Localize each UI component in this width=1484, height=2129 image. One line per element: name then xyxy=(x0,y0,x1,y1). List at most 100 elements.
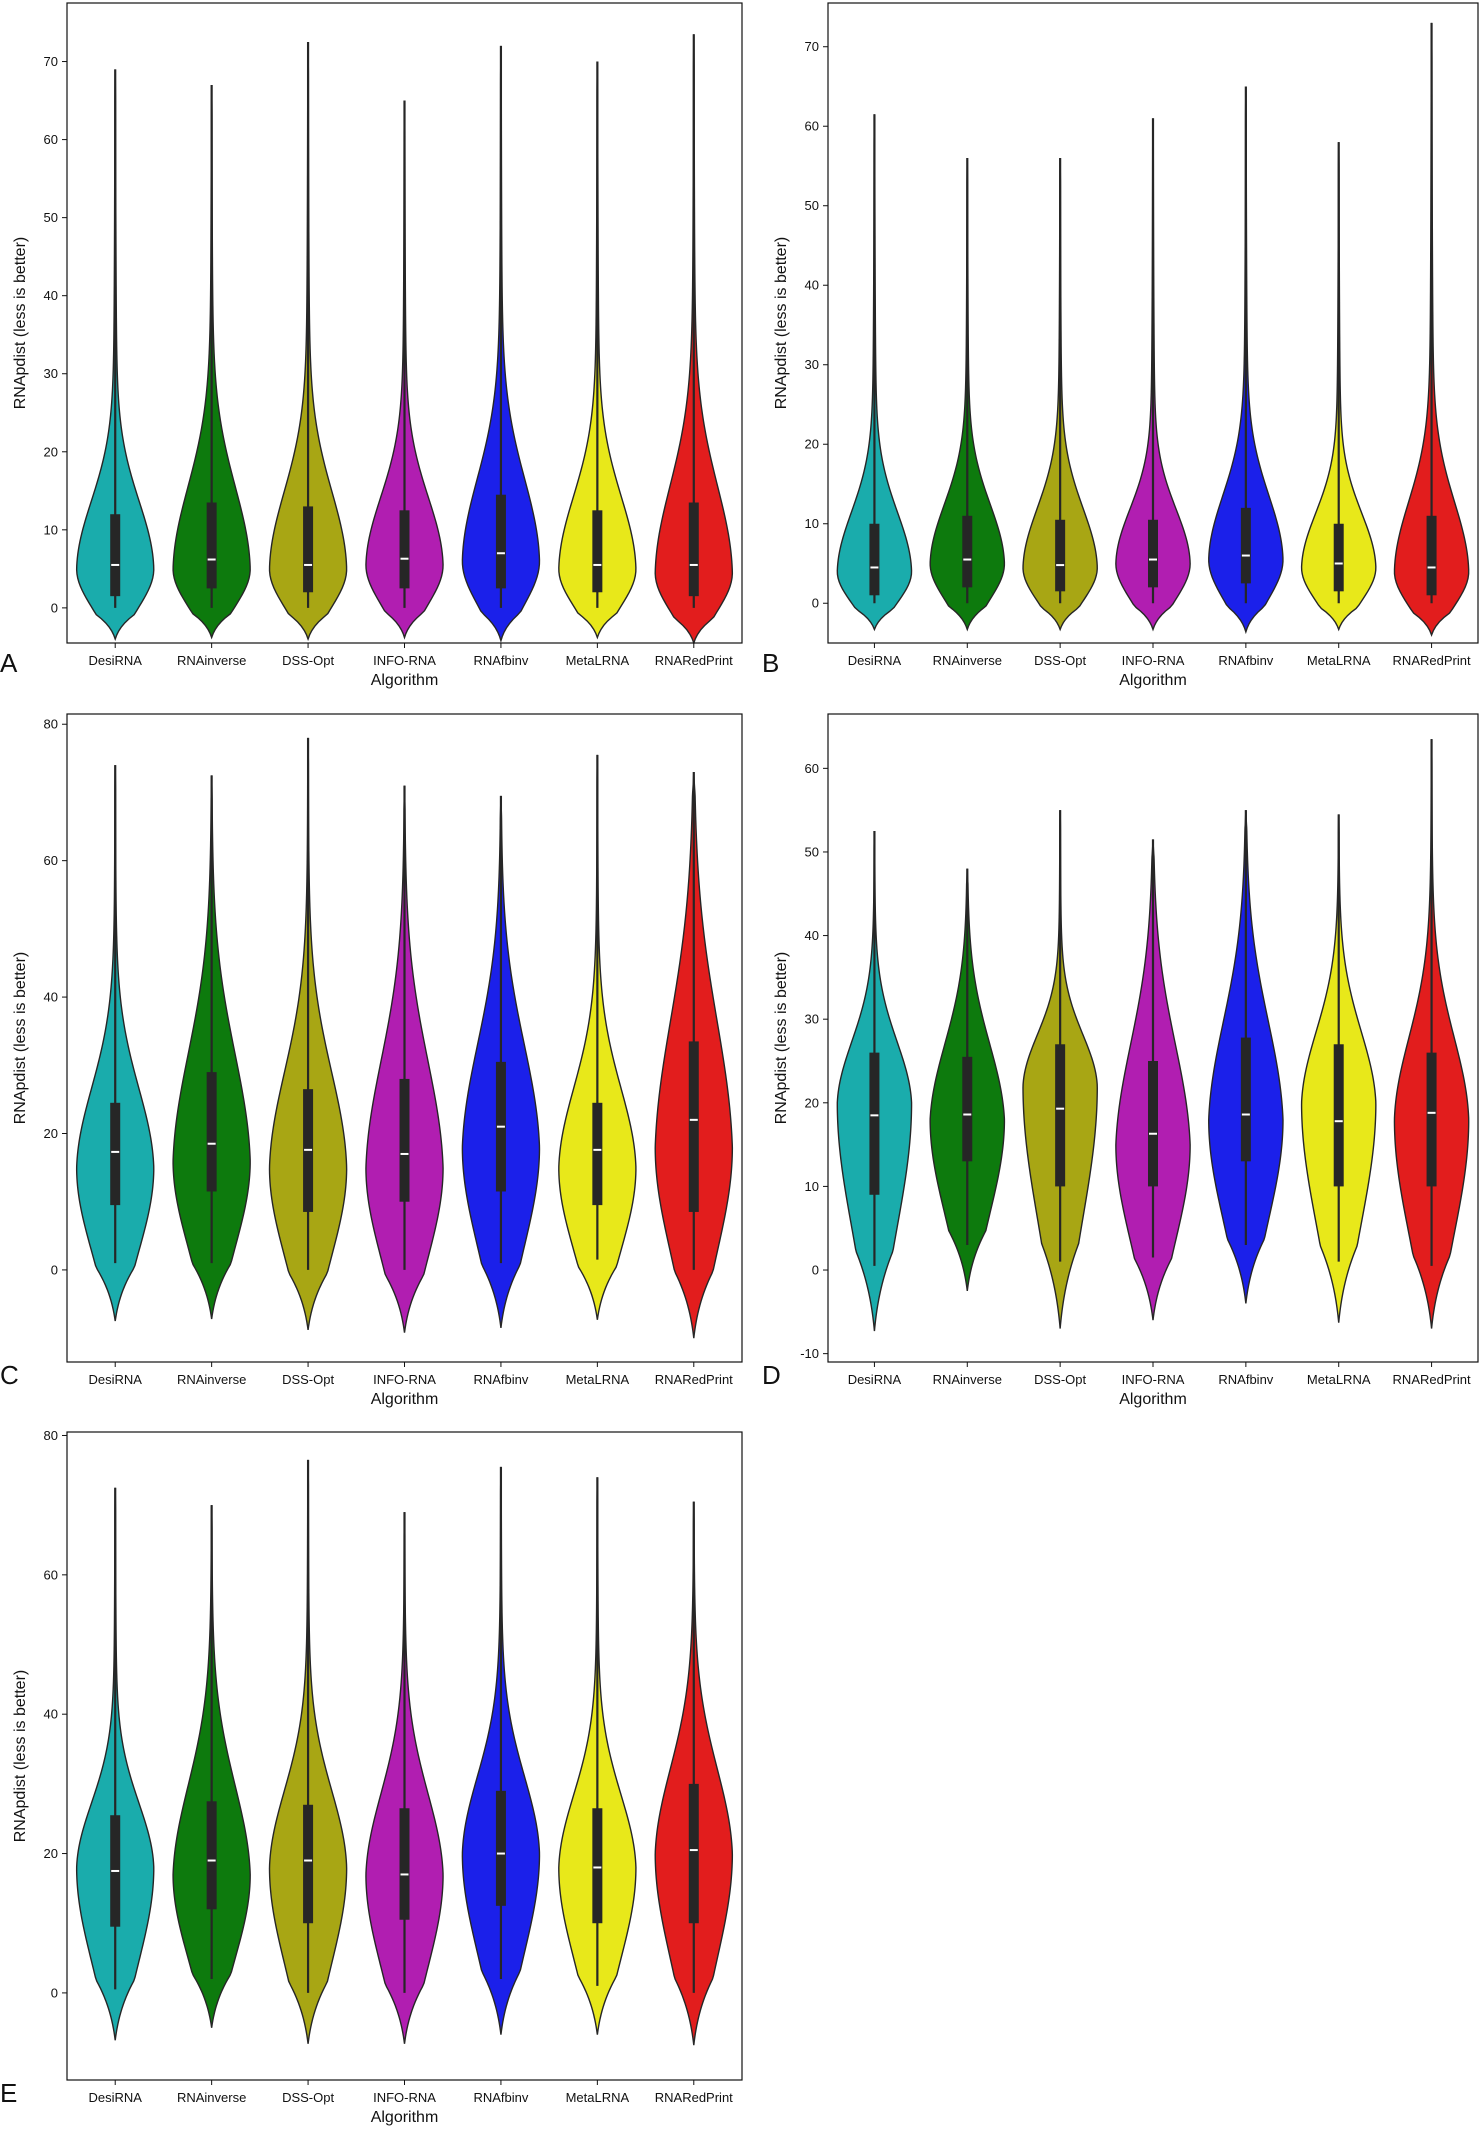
y-tick-label: 20 xyxy=(44,444,58,459)
x-tick-label: RNAfbinv xyxy=(473,1372,528,1387)
x-tick-label: DesiRNA xyxy=(848,1372,902,1387)
x-tick-label: INFO-RNA xyxy=(1122,1372,1185,1387)
x-tick-label: RNAinverse xyxy=(177,2090,246,2105)
y-tick-label: 50 xyxy=(44,210,58,225)
iqr-box-desirna xyxy=(869,1052,880,1195)
iqr-box-info-rna xyxy=(399,510,410,589)
y-tick-label: 70 xyxy=(44,54,58,69)
iqr-box-dss-opt xyxy=(1055,1044,1066,1187)
y-tick-label: 20 xyxy=(805,1095,819,1110)
y-axis-title: RNApdist (less is better) xyxy=(12,237,29,410)
y-tick-label: 60 xyxy=(805,761,819,776)
y-tick-label: 50 xyxy=(805,198,819,213)
x-tick-label: DesiRNA xyxy=(88,2090,142,2105)
y-tick-label: 40 xyxy=(805,278,819,293)
iqr-box-metalrna xyxy=(592,1102,603,1206)
panel-label: D xyxy=(762,1360,781,1390)
iqr-box-rnaredprint xyxy=(1426,1052,1437,1187)
y-tick-label: 30 xyxy=(805,1012,819,1027)
x-tick-label: DSS-Opt xyxy=(282,1372,334,1387)
x-tick-label: DSS-Opt xyxy=(1034,653,1086,668)
iqr-box-metalrna xyxy=(592,510,603,593)
x-axis-title: Algorithm xyxy=(371,2109,439,2126)
y-tick-label: 20 xyxy=(44,1846,58,1861)
x-axis-title: Algorithm xyxy=(1119,1391,1187,1408)
y-tick-label: -10 xyxy=(800,1346,819,1361)
y-tick-label: 60 xyxy=(805,119,819,134)
x-tick-label: MetaLRNA xyxy=(566,653,630,668)
y-tick-label: 60 xyxy=(44,132,58,147)
y-tick-label: 60 xyxy=(44,853,58,868)
x-tick-label: RNAfbinv xyxy=(473,653,528,668)
y-tick-label: 70 xyxy=(805,39,819,54)
iqr-box-info-rna xyxy=(399,1808,410,1920)
y-tick-label: 0 xyxy=(812,1263,819,1278)
x-tick-label: DesiRNA xyxy=(848,653,902,668)
iqr-box-rnafbinv xyxy=(495,1790,506,1906)
x-tick-label: INFO-RNA xyxy=(373,2090,436,2105)
x-axis-title: Algorithm xyxy=(371,1391,439,1408)
y-tick-label: 60 xyxy=(44,1567,58,1582)
iqr-box-desirna xyxy=(869,523,880,596)
x-tick-label: MetaLRNA xyxy=(1307,653,1371,668)
x-tick-label: DSS-Opt xyxy=(1034,1372,1086,1387)
iqr-box-metalrna xyxy=(592,1808,603,1924)
x-tick-label: INFO-RNA xyxy=(373,653,436,668)
x-tick-label: INFO-RNA xyxy=(1122,653,1185,668)
x-tick-label: RNARedPrint xyxy=(1393,1372,1471,1387)
iqr-box-rnainverse xyxy=(206,502,217,589)
y-tick-label: 40 xyxy=(805,928,819,943)
y-tick-label: 80 xyxy=(44,717,58,732)
x-tick-label: RNAinverse xyxy=(177,1372,246,1387)
y-axis-title: RNApdist (less is better) xyxy=(773,237,790,410)
iqr-box-metalrna xyxy=(1333,1044,1344,1187)
iqr-box-info-rna xyxy=(399,1078,410,1202)
x-tick-label: RNARedPrint xyxy=(655,1372,733,1387)
x-axis-title: Algorithm xyxy=(1119,672,1187,689)
y-tick-label: 80 xyxy=(44,1428,58,1443)
y-tick-label: 40 xyxy=(44,1707,58,1722)
y-axis-title: RNApdist (less is better) xyxy=(12,1670,29,1843)
panel-D: -10 0 10 20 30 40 50 60 DesiRNA RNAinverse DSS-Opt… xyxy=(762,713,1479,1408)
x-tick-label: RNAinverse xyxy=(177,653,246,668)
iqr-box-desirna xyxy=(110,1102,121,1206)
y-tick-label: 10 xyxy=(805,1179,819,1194)
y-tick-label: 20 xyxy=(805,437,819,452)
x-axis-title: Algorithm xyxy=(371,672,439,689)
iqr-box-rnainverse xyxy=(962,1056,973,1162)
panel-label: B xyxy=(762,648,779,678)
iqr-box-rnafbinv xyxy=(1240,507,1251,584)
x-tick-label: DesiRNA xyxy=(88,1372,142,1387)
iqr-box-rnainverse xyxy=(206,1072,217,1192)
x-tick-label: MetaLRNA xyxy=(566,2090,630,2105)
y-tick-label: 0 xyxy=(51,1985,58,2000)
iqr-box-dss-opt xyxy=(303,1804,314,1924)
panel-label: A xyxy=(0,648,18,678)
x-tick-label: RNAinverse xyxy=(933,653,1002,668)
x-tick-label: MetaLRNA xyxy=(1307,1372,1371,1387)
y-axis-title: RNApdist (less is better) xyxy=(773,952,790,1125)
iqr-box-dss-opt xyxy=(303,506,314,593)
y-tick-label: 0 xyxy=(51,600,58,615)
x-tick-label: RNAfbinv xyxy=(473,2090,528,2105)
iqr-box-rnaredprint xyxy=(688,502,699,597)
iqr-box-metalrna xyxy=(1333,523,1344,592)
iqr-box-rnafbinv xyxy=(1240,1037,1251,1162)
iqr-box-info-rna xyxy=(1148,1060,1158,1187)
x-tick-label: DesiRNA xyxy=(88,653,142,668)
panel-label: E xyxy=(0,2078,17,2108)
x-tick-label: DSS-Opt xyxy=(282,653,334,668)
iqr-box-rnafbinv xyxy=(495,494,506,589)
panel-E: 0 20 40 60 80 DesiRNA RNAinverse DSS-Opt INFO-RN… xyxy=(0,1428,743,2126)
y-tick-label: 20 xyxy=(44,1126,58,1141)
y-tick-label: 0 xyxy=(51,1262,58,1277)
y-tick-label: 40 xyxy=(44,288,58,303)
x-tick-label: INFO-RNA xyxy=(373,1372,436,1387)
x-tick-label: RNARedPrint xyxy=(655,653,733,668)
x-tick-label: RNAfbinv xyxy=(1218,653,1273,668)
iqr-box-dss-opt xyxy=(1055,519,1066,592)
x-tick-label: RNAinverse xyxy=(933,1372,1002,1387)
iqr-box-rnaredprint xyxy=(1426,515,1437,596)
y-tick-label: 0 xyxy=(812,596,819,611)
